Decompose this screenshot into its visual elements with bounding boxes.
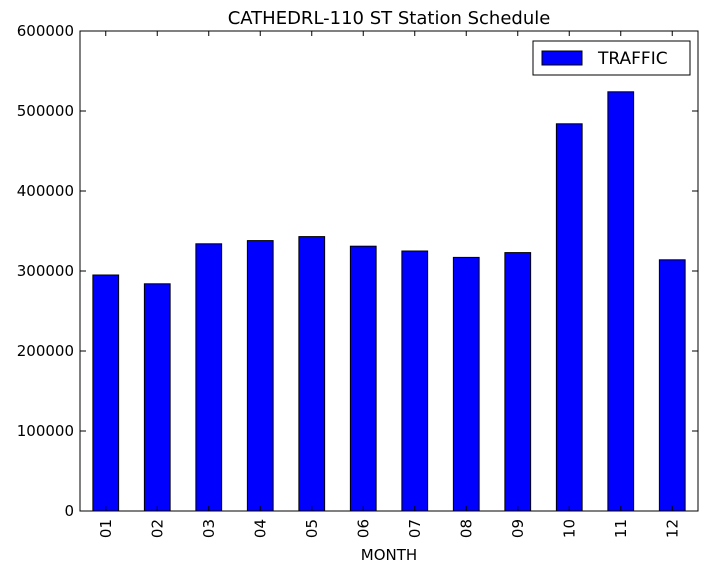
y-tick-label-300000: 300000 bbox=[17, 262, 74, 280]
plot-frame bbox=[79, 30, 699, 512]
bar-04 bbox=[246, 240, 274, 512]
x-tick-label-07: 07 bbox=[406, 519, 424, 538]
bar-07 bbox=[401, 250, 429, 512]
x-tick-label-09: 09 bbox=[509, 519, 527, 538]
legend-box bbox=[532, 40, 691, 76]
y-tick-label-500000: 500000 bbox=[17, 102, 74, 120]
x-tick-label-11: 11 bbox=[612, 519, 630, 538]
bar-08 bbox=[452, 256, 480, 512]
bar-12 bbox=[658, 259, 686, 512]
y-tick-label-0: 0 bbox=[64, 502, 74, 520]
bar-03 bbox=[195, 243, 223, 512]
x-tick-label-08: 08 bbox=[457, 519, 475, 538]
bar-11 bbox=[607, 91, 635, 512]
chart-title: CATHEDRL-110 ST Station Schedule bbox=[228, 8, 551, 29]
y-tick-layer: 0 100000 200000 300000 400000 500000 600000 bbox=[17, 22, 698, 520]
legend-swatch-traffic bbox=[541, 50, 583, 66]
bar-05 bbox=[298, 236, 326, 512]
x-tick-label-12: 12 bbox=[663, 519, 681, 538]
bars-layer bbox=[92, 91, 686, 512]
y-tick-label-100000: 100000 bbox=[17, 422, 74, 440]
x-tick-label-02: 02 bbox=[148, 519, 166, 538]
x-tick-label-10: 10 bbox=[560, 519, 578, 538]
y-tick-label-600000: 600000 bbox=[17, 22, 74, 40]
legend: TRAFFIC bbox=[532, 40, 691, 76]
x-tick-label-06: 06 bbox=[354, 519, 372, 538]
x-tick-label-01: 01 bbox=[97, 519, 115, 538]
bar-10 bbox=[555, 123, 583, 512]
bar-01 bbox=[92, 274, 120, 512]
x-tick-label-05: 05 bbox=[303, 519, 321, 538]
x-tick-label-03: 03 bbox=[200, 519, 218, 538]
x-axis-label: MONTH bbox=[361, 546, 417, 564]
legend-label-traffic: TRAFFIC bbox=[597, 49, 668, 69]
x-tick-label-04: 04 bbox=[251, 519, 269, 538]
bar-06 bbox=[349, 245, 377, 512]
bar-02 bbox=[143, 283, 171, 512]
y-tick-label-400000: 400000 bbox=[17, 182, 74, 200]
y-tick-label-200000: 200000 bbox=[17, 342, 74, 360]
x-tick-layer: 01 02 03 04 05 06 07 08 09 10 11 12 bbox=[97, 31, 681, 538]
bar-09 bbox=[504, 252, 532, 512]
